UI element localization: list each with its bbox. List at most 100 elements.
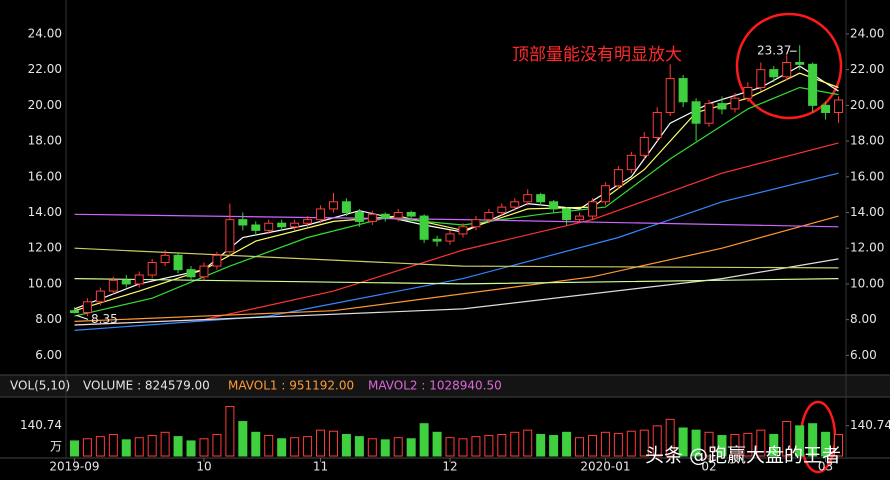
- candle-body: [587, 201, 597, 217]
- candle-body: [251, 224, 261, 231]
- low-pointer: [76, 314, 89, 320]
- candle-body: [445, 233, 455, 242]
- volume-bar: [393, 437, 403, 457]
- volume-bar: [484, 435, 494, 457]
- volume-bar: [795, 425, 805, 457]
- volume-bar: [536, 433, 546, 457]
- volume-bar: [471, 436, 481, 457]
- y-tick-label-right: 16.00: [850, 169, 884, 183]
- candle-body: [484, 212, 494, 221]
- y-tick-label-right: 6.00: [850, 348, 877, 362]
- volume-bar: [95, 436, 105, 457]
- volume-bar: [704, 431, 714, 457]
- candle-body: [134, 274, 144, 285]
- candle-body: [199, 265, 209, 278]
- volume-bar: [173, 436, 183, 457]
- low-label: 8.35: [91, 312, 118, 326]
- y-tick-label-right: 24.00: [850, 26, 884, 40]
- volume-bar: [367, 438, 377, 457]
- candle-body: [316, 208, 326, 221]
- candle-body: [808, 63, 818, 106]
- volume-tick-label-right: 140.74: [850, 418, 890, 432]
- volume-bar: [432, 431, 442, 457]
- candle-body: [626, 154, 636, 171]
- candle-body: [341, 201, 351, 214]
- candle-body: [769, 69, 779, 78]
- y-tick-label: 14.00: [28, 205, 62, 219]
- candle-body: [821, 104, 831, 113]
- volume-bar: [134, 437, 144, 457]
- candle-body: [328, 201, 338, 210]
- moving-average-line: [74, 86, 839, 317]
- volume-bar: [419, 423, 429, 457]
- y-tick-label: 8.00: [35, 312, 62, 326]
- candle-body: [613, 169, 623, 187]
- volume-bar: [691, 429, 701, 457]
- volume-bar: [264, 435, 274, 457]
- candle-body: [380, 213, 390, 219]
- candle-body: [303, 219, 313, 224]
- candle-body: [510, 201, 520, 208]
- volume-bar: [639, 429, 649, 457]
- x-tick-label: 2020-01: [580, 460, 630, 474]
- volume-bar: [341, 433, 351, 457]
- candle-body: [147, 262, 157, 276]
- x-tick-label: 03: [818, 460, 833, 474]
- candle-body: [367, 213, 377, 222]
- volume-bar: [147, 435, 157, 457]
- candle-body: [69, 310, 79, 314]
- candle-body: [652, 112, 662, 138]
- candle-body: [186, 269, 196, 278]
- candle-body: [458, 226, 468, 235]
- volume-bar: [652, 425, 662, 457]
- x-tick-label: 11: [313, 460, 328, 474]
- candle-body: [277, 222, 287, 228]
- candle-body: [639, 137, 649, 156]
- volume-unit: 万: [50, 440, 62, 454]
- volume-bar: [108, 433, 118, 457]
- volume-bar: [613, 432, 623, 457]
- candle-body: [536, 194, 546, 203]
- volume-bar: [678, 427, 688, 457]
- candle-body: [264, 222, 274, 231]
- candle-body: [562, 208, 572, 221]
- candle-body: [497, 206, 507, 213]
- highlight-circle: [735, 12, 843, 120]
- volume-bar: [562, 431, 572, 457]
- y-tick-label: 20.00: [28, 98, 62, 112]
- y-tick-label: 6.00: [35, 348, 62, 362]
- high-label: 23.37: [757, 44, 791, 58]
- candle-body: [665, 78, 675, 113]
- volume-bar: [160, 431, 170, 457]
- volume-tick-label: 140.74: [20, 418, 62, 432]
- candle-body: [419, 215, 429, 240]
- candle-body: [290, 222, 300, 228]
- candle-body: [406, 212, 416, 217]
- candle-body: [704, 103, 714, 124]
- candle-body: [600, 185, 610, 203]
- x-tick-label: 02: [701, 460, 716, 474]
- volume-header: VOLUME : 824579.00: [83, 379, 210, 393]
- volume-bar: [406, 438, 416, 457]
- candle-body: [432, 238, 442, 242]
- candle-body: [95, 290, 105, 303]
- volume-header: MAVOL2 : 1028940.50: [368, 379, 502, 393]
- candle-body: [173, 254, 183, 271]
- volume-header: VOL(5,10): [10, 379, 70, 393]
- candle-body: [238, 219, 248, 226]
- candle-body: [354, 212, 364, 222]
- volume-bar: [225, 405, 235, 457]
- volume-bar: [328, 430, 338, 457]
- y-tick-label-right: 12.00: [850, 241, 884, 255]
- volume-bar: [199, 438, 209, 457]
- moving-average-line: [74, 258, 839, 326]
- volume-bar: [380, 439, 390, 457]
- x-tick-label: 2019-09: [49, 460, 99, 474]
- moving-average-line: [74, 247, 839, 269]
- y-tick-label-right: 18.00: [850, 134, 884, 148]
- y-tick-label-right: 20.00: [850, 98, 884, 112]
- volume-bar: [186, 440, 196, 457]
- y-tick-label: 22.00: [28, 62, 62, 76]
